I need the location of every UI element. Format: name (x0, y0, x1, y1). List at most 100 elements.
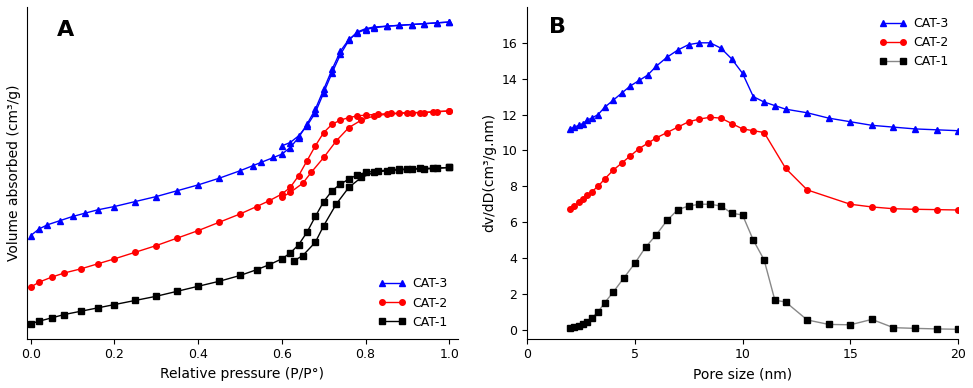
CAT-2 (335, 118, 346, 123)
CAT-2 (234, 212, 246, 217)
CAT-2 (909, 207, 920, 211)
CAT-2 (402, 110, 414, 115)
CAT-1 (573, 324, 585, 329)
X-axis label: Relative pressure (P/P°): Relative pressure (P/P°) (161, 367, 324, 381)
CAT-2 (931, 207, 943, 212)
CAT-3 (683, 42, 695, 47)
CAT-3 (33, 227, 45, 231)
CAT-3 (737, 71, 748, 76)
CAT-1 (593, 310, 604, 314)
CAT-2 (564, 206, 576, 211)
CAT-1 (335, 182, 346, 186)
CAT-3 (845, 120, 856, 124)
CAT-3 (444, 20, 455, 24)
CAT-3 (823, 116, 835, 121)
CAT-3 (25, 233, 37, 238)
CAT-3 (431, 21, 443, 25)
CAT-3 (577, 121, 589, 126)
CAT-2 (25, 285, 37, 289)
CAT-1 (25, 321, 37, 326)
CAT-3 (598, 105, 610, 110)
CAT-3 (694, 40, 705, 45)
CAT-1 (301, 230, 312, 235)
Line: CAT-3: CAT-3 (567, 40, 961, 133)
CAT-1 (309, 214, 321, 219)
CAT-3 (247, 163, 259, 168)
CAT-1 (46, 315, 57, 320)
CAT-3 (42, 222, 54, 227)
Line: CAT-1: CAT-1 (28, 165, 452, 326)
CAT-2 (193, 228, 204, 233)
CAT-3 (573, 123, 585, 128)
CAT-3 (418, 21, 430, 26)
CAT-2 (633, 146, 645, 151)
CAT-1 (577, 322, 589, 327)
CAT-1 (909, 326, 920, 331)
CAT-1 (318, 199, 330, 204)
CAT-3 (171, 189, 183, 193)
CAT-1 (758, 258, 770, 262)
CAT-1 (276, 256, 288, 261)
CAT-1 (326, 189, 338, 193)
CAT-2 (845, 202, 856, 206)
Line: CAT-1: CAT-1 (567, 201, 961, 332)
CAT-2 (662, 130, 673, 135)
CAT-1 (414, 166, 426, 171)
CAT-1 (75, 309, 87, 314)
CAT-3 (406, 22, 417, 27)
Text: A: A (56, 20, 74, 40)
CAT-2 (360, 113, 372, 118)
CAT-2 (625, 154, 636, 158)
CAT-3 (301, 122, 312, 126)
CAT-3 (309, 107, 321, 112)
CAT-2 (151, 243, 162, 248)
CAT-3 (758, 100, 770, 104)
Legend: CAT-3, CAT-2, CAT-1: CAT-3, CAT-2, CAT-1 (876, 13, 952, 72)
CAT-2 (694, 117, 705, 121)
Line: CAT-2: CAT-2 (28, 108, 452, 290)
CAT-1 (373, 168, 384, 173)
CAT-2 (616, 161, 628, 165)
CAT-1 (129, 298, 141, 303)
CAT-1 (385, 168, 397, 172)
CAT-2 (953, 208, 964, 212)
CAT-3 (268, 155, 279, 160)
CAT-2 (414, 110, 426, 115)
CAT-2 (284, 185, 296, 190)
CAT-2 (109, 256, 121, 261)
CAT-1 (779, 300, 791, 304)
CAT-2 (802, 187, 813, 192)
CAT-3 (213, 176, 225, 180)
CAT-2 (586, 189, 597, 194)
CAT-2 (737, 126, 748, 131)
CAT-1 (887, 325, 899, 330)
CAT-2 (726, 121, 738, 126)
CAT-3 (293, 135, 305, 140)
CAT-1 (444, 165, 455, 170)
CAT-1 (683, 204, 695, 208)
CAT-1 (662, 218, 673, 223)
CAT-1 (598, 301, 610, 305)
CAT-2 (866, 204, 878, 209)
CAT-3 (633, 78, 645, 83)
CAT-1 (109, 302, 121, 307)
Line: CAT-2: CAT-2 (567, 114, 961, 213)
CAT-1 (251, 267, 263, 272)
CAT-2 (642, 141, 654, 146)
Legend: CAT-3, CAT-2, CAT-1: CAT-3, CAT-2, CAT-1 (375, 274, 451, 333)
CAT-2 (75, 267, 87, 271)
CAT-3 (79, 211, 90, 215)
CAT-1 (629, 261, 640, 266)
CAT-2 (351, 114, 363, 118)
CAT-2 (747, 128, 759, 133)
CAT-1 (845, 322, 856, 327)
CAT-3 (909, 126, 920, 131)
CAT-2 (309, 144, 321, 148)
CAT-3 (129, 199, 141, 204)
CAT-2 (129, 250, 141, 255)
CAT-3 (607, 98, 619, 102)
CAT-2 (758, 130, 770, 135)
CAT-2 (301, 158, 312, 163)
CAT-1 (234, 273, 246, 278)
CAT-2 (33, 280, 45, 284)
